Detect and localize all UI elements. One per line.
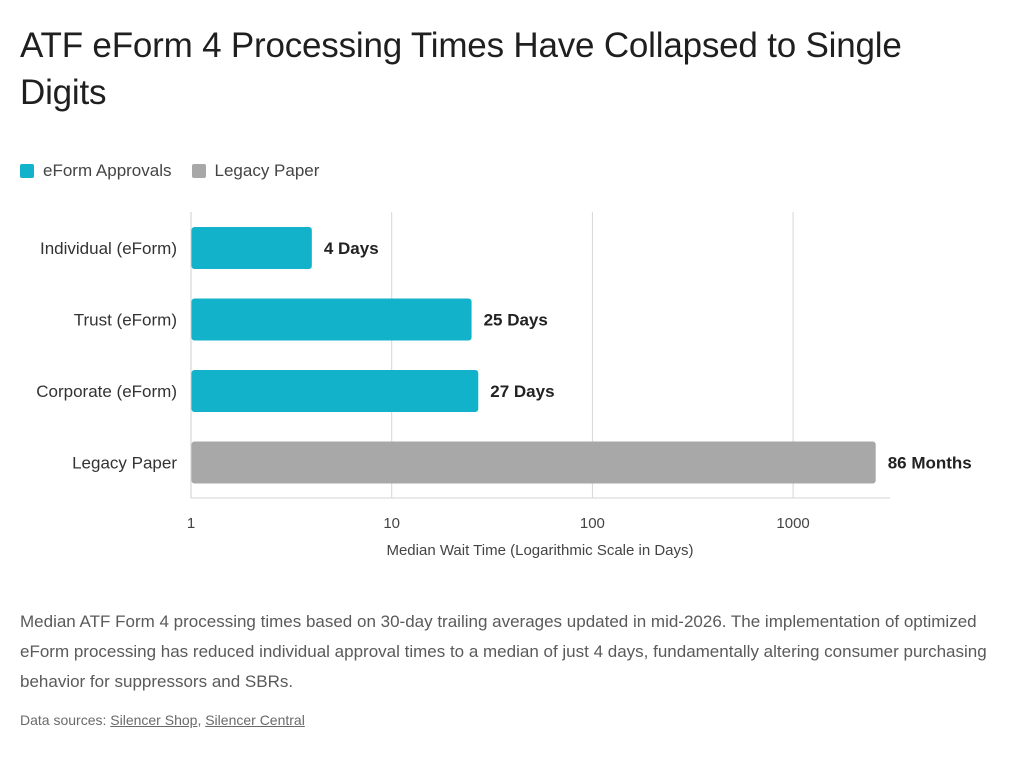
category-label: Corporate (eForm) — [36, 382, 177, 401]
legend-swatch-eform — [20, 164, 34, 178]
bar — [191, 298, 472, 341]
category-label: Legacy Paper — [72, 454, 177, 473]
x-tick-label: 100 — [580, 515, 605, 532]
bar — [191, 370, 479, 412]
data-sources: Data sources: Silencer Shop, Silencer Ce… — [20, 709, 305, 731]
data-label: 4 Days — [324, 239, 379, 258]
source-link-silencer-shop[interactable]: Silencer Shop — [110, 712, 198, 728]
category-label: Individual (eForm) — [40, 239, 177, 258]
data-label: 86 Months — [888, 454, 972, 473]
bars — [191, 227, 876, 484]
category-label: Trust (eForm) — [74, 311, 177, 330]
data-label: 27 Days — [490, 382, 554, 401]
bar — [191, 441, 876, 484]
data-label: 25 Days — [484, 311, 548, 330]
labels: 1 10 100 1000 Individual (eForm) 4 Days Trust … — [36, 239, 972, 532]
x-tick-label: 10 — [383, 515, 400, 532]
chart-title: ATF eForm 4 Processing Times Have Collap… — [20, 26, 902, 112]
x-tick-label: 1 — [187, 515, 195, 532]
legend-item-eform: eForm Approvals — [20, 161, 172, 181]
x-tick-label: 1000 — [776, 515, 809, 532]
sources-separator: , — [197, 712, 202, 728]
legend-label-paper: Legacy Paper — [214, 161, 320, 180]
source-link-silencer-central[interactable]: Silencer Central — [205, 712, 305, 728]
legend-label-eform: eForm Approvals — [43, 161, 172, 180]
legend-item-paper: Legacy Paper — [191, 161, 320, 181]
bar — [191, 227, 312, 269]
bar-chart: 1 10 100 1000 Individual (eForm) 4 Days Trust … — [36, 212, 972, 559]
x-axis-title: Median Wait Time (Logarithmic Scale in D… — [386, 542, 693, 559]
legend-swatch-paper — [191, 164, 206, 178]
chart-legend: eForm Approvals Legacy Paper — [20, 160, 339, 182]
chart-caption: Median ATF Form 4 processing times based… — [20, 612, 987, 691]
sources-prefix: Data sources: — [20, 712, 107, 728]
